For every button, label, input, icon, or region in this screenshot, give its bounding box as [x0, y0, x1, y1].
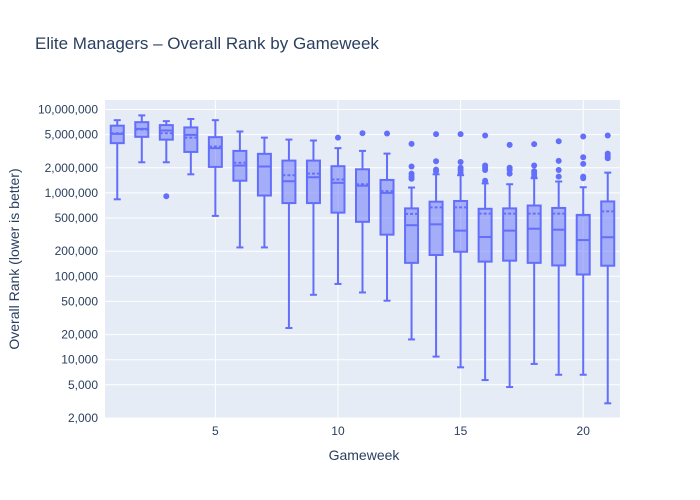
box-gameweek-19	[551, 138, 567, 376]
outlier-point	[531, 173, 538, 180]
y-tick-label: 1,000,000	[45, 186, 99, 200]
iqr-box	[551, 206, 567, 267]
x-tick-label: 15	[454, 424, 468, 438]
iqr-box	[183, 126, 199, 153]
y-tick-label: 500,000	[55, 211, 99, 225]
outlier-point	[580, 154, 587, 161]
outlier-point	[555, 173, 562, 180]
outlier-point	[604, 132, 611, 139]
chart-title: Elite Managers – Overall Rank by Gamewee…	[35, 34, 379, 53]
iqr-box	[305, 159, 321, 205]
x-tick-label: 10	[331, 424, 345, 438]
outlier-point	[580, 133, 587, 140]
outlier-point	[457, 158, 464, 165]
outlier-point	[384, 130, 391, 137]
y-tick-label: 200,000	[55, 244, 99, 258]
iqr-box	[600, 200, 616, 267]
outlier-point	[506, 141, 513, 148]
y-tick-label: 10,000,000	[38, 103, 98, 117]
box-gameweek-12	[379, 130, 395, 302]
outlier-point	[531, 141, 538, 148]
iqr-box	[207, 136, 223, 168]
iqr-box	[256, 152, 272, 197]
iqr-box	[355, 168, 370, 223]
box-gameweek-5	[207, 119, 223, 217]
y-tick-label: 100,000	[55, 269, 99, 283]
outlier-point	[604, 155, 611, 162]
iqr-box	[428, 200, 444, 257]
outlier-point	[506, 170, 513, 177]
box-gameweek-20	[575, 133, 591, 376]
iqr-box	[379, 178, 395, 236]
box-gameweek-8	[281, 138, 297, 329]
outlier-point	[482, 132, 489, 139]
box-gameweek-10	[330, 134, 346, 285]
outlier-point	[408, 175, 415, 182]
outlier-point	[433, 158, 440, 165]
y-tick-label: 10,000	[61, 353, 98, 367]
box-gameweek-15	[453, 131, 469, 369]
box-gameweek-3	[158, 120, 174, 200]
iqr-box	[477, 207, 493, 263]
x-tick-label: 5	[212, 424, 219, 438]
outlier-point	[433, 131, 440, 138]
y-tick-label: 20,000	[61, 328, 98, 342]
box-gameweek-9	[305, 139, 321, 296]
box-gameweek-11	[355, 130, 370, 294]
box-gameweek-17	[502, 141, 518, 389]
outlier-point	[334, 134, 341, 141]
outlier-point	[408, 140, 415, 147]
outlier-point	[531, 162, 538, 169]
box-gameweek-1	[109, 119, 125, 201]
box-gameweek-14	[428, 131, 444, 358]
iqr-box	[575, 213, 591, 276]
iqr-box	[404, 207, 420, 264]
y-tick-label: 2,000	[68, 411, 98, 425]
box-gameweek-4	[183, 117, 199, 176]
x-axis-title: Gameweek	[329, 447, 401, 463]
outlier-point	[482, 167, 489, 174]
outlier-point	[555, 167, 562, 174]
y-tick-label: 5,000	[68, 378, 98, 392]
box-gameweek-6	[232, 130, 248, 249]
x-tick-label: 20	[577, 424, 591, 438]
outlier-point	[408, 163, 415, 170]
y-axis-title: Overall Rank (lower is better)	[6, 168, 22, 349]
box-gameweek-7	[256, 136, 272, 249]
outlier-point	[580, 160, 587, 167]
outlier-point	[482, 177, 489, 184]
y-tick-label: 50,000	[61, 294, 98, 308]
outlier-point	[359, 130, 366, 137]
box-gameweek-13	[404, 140, 420, 341]
box-gameweek-21	[600, 132, 616, 405]
outlier-point	[457, 131, 464, 138]
iqr-box	[330, 165, 346, 214]
iqr-box	[453, 199, 469, 253]
outlier-point	[555, 157, 562, 164]
outlier-point	[163, 193, 170, 200]
outlier-point	[580, 175, 587, 182]
y-tick-label: 2,000,000	[45, 161, 99, 175]
outlier-point	[457, 169, 464, 176]
iqr-box	[526, 204, 542, 264]
box-gameweek-16	[477, 132, 493, 382]
box-gameweek-2	[134, 114, 150, 164]
outlier-point	[555, 138, 562, 145]
box-gameweek-18	[526, 141, 542, 365]
outlier-point	[433, 168, 440, 175]
y-tick-label: 5,000,000	[45, 128, 99, 142]
iqr-box	[502, 207, 518, 262]
